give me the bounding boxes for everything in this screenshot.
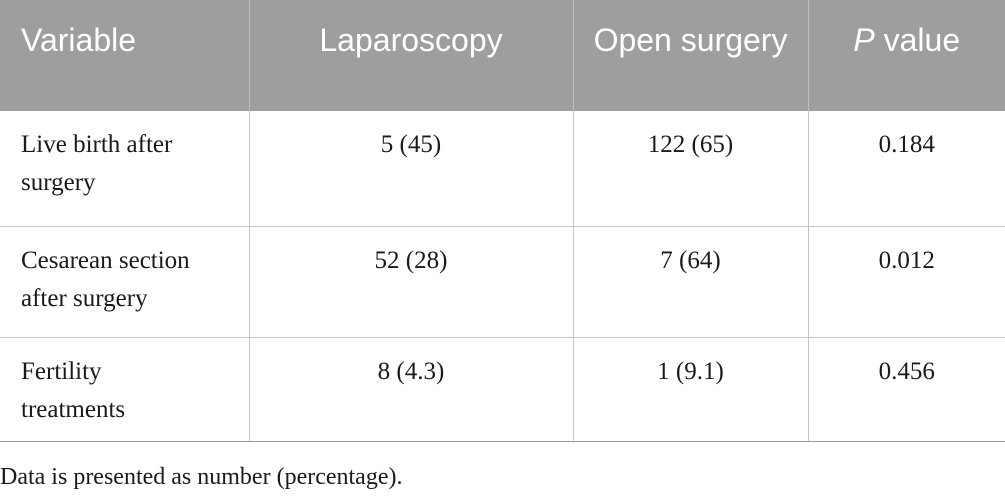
results-table-container: Variable Laparoscopy Open surgery P valu… — [0, 0, 1005, 442]
table-row: Cesarean section after surgery 52 (28) 7… — [0, 226, 1005, 338]
cell-variable: Cesarean section after surgery — [0, 226, 249, 338]
cell-variable: Fertility treatments — [0, 337, 249, 442]
table-row: Fertility treatments 8 (4.3) 1 (9.1) 0.4… — [0, 337, 1005, 442]
header-open-surgery: Open surgery — [572, 0, 808, 111]
header-p-label: value — [874, 22, 961, 58]
header-p-symbol: P — [853, 22, 875, 58]
table-footnote: Data is presented as number (percentage)… — [0, 464, 403, 490]
table-row: Live birth after surgery 5 (45) 122 (65)… — [0, 111, 1005, 227]
header-variable: Variable — [21, 22, 137, 58]
cell-p-value: 0.012 — [807, 226, 1005, 338]
cell-open-surgery: 1 (9.1) — [572, 337, 808, 442]
cell-laparoscopy: 5 (45) — [248, 111, 573, 227]
header-p-value: P value — [807, 0, 1005, 111]
header-laparoscopy: Laparoscopy — [248, 0, 573, 111]
results-table: Variable Laparoscopy Open surgery P valu… — [0, 0, 1005, 442]
cell-p-value: 0.456 — [807, 337, 1005, 442]
cell-variable: Live birth after surgery — [0, 111, 249, 227]
cell-p-value: 0.184 — [807, 111, 1005, 227]
cell-laparoscopy: 52 (28) — [248, 226, 573, 338]
table-header-row: Variable Laparoscopy Open surgery P valu… — [0, 0, 1005, 111]
cell-laparoscopy: 8 (4.3) — [248, 337, 573, 442]
cell-open-surgery: 7 (64) — [572, 226, 808, 338]
cell-open-surgery: 122 (65) — [572, 111, 808, 227]
